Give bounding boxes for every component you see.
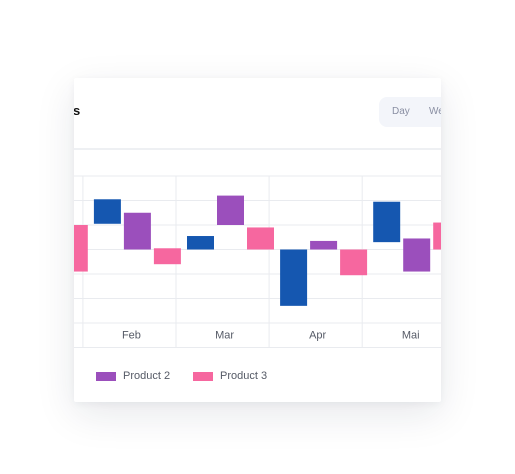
- header-divider: [74, 148, 441, 150]
- chart-plot: Feb Mar Apr Mai: [74, 175, 441, 348]
- x-axis-ticks: Feb Mar Apr Mai: [122, 330, 420, 342]
- legend-label-product-2: Product 2: [123, 370, 171, 382]
- legend-swatch-product-2: [96, 372, 116, 381]
- x-tick-label: Mai: [402, 330, 420, 342]
- bar-product3-feb[interactable]: [153, 248, 181, 265]
- toggle-day-option[interactable]: Day: [392, 106, 410, 117]
- bar-layer: [74, 195, 441, 306]
- bar-product1-mai[interactable]: [373, 201, 401, 243]
- bar-product3-mar[interactable]: [247, 227, 274, 250]
- card-title: rs: [74, 103, 81, 118]
- x-tick-label: Feb: [122, 330, 141, 342]
- legend-label-product-3: Product 3: [220, 370, 268, 382]
- bar-product1-feb[interactable]: [93, 199, 121, 224]
- chart-card: rs Day We Feb Mar Apr Mai Product 2 Product…: [74, 78, 441, 402]
- bar-product3-jan[interactable]: [74, 225, 88, 272]
- x-tick-label: Apr: [309, 330, 326, 342]
- bar-product1-mar[interactable]: [187, 236, 214, 250]
- legend-swatch-product-3: [193, 372, 213, 381]
- bar-product3-apr[interactable]: [340, 249, 368, 276]
- range-toggle[interactable]: Day We: [379, 97, 441, 127]
- bar-product2-feb[interactable]: [123, 212, 151, 250]
- bar-product1-apr[interactable]: [280, 249, 308, 306]
- bar-product2-mar[interactable]: [217, 195, 244, 225]
- x-tick-label: Mar: [215, 330, 234, 342]
- bar-product2-apr[interactable]: [310, 240, 338, 250]
- bar-product2-mai[interactable]: [403, 238, 431, 272]
- toggle-week-option[interactable]: We: [429, 106, 441, 117]
- bar-product3-mai[interactable]: [433, 222, 441, 250]
